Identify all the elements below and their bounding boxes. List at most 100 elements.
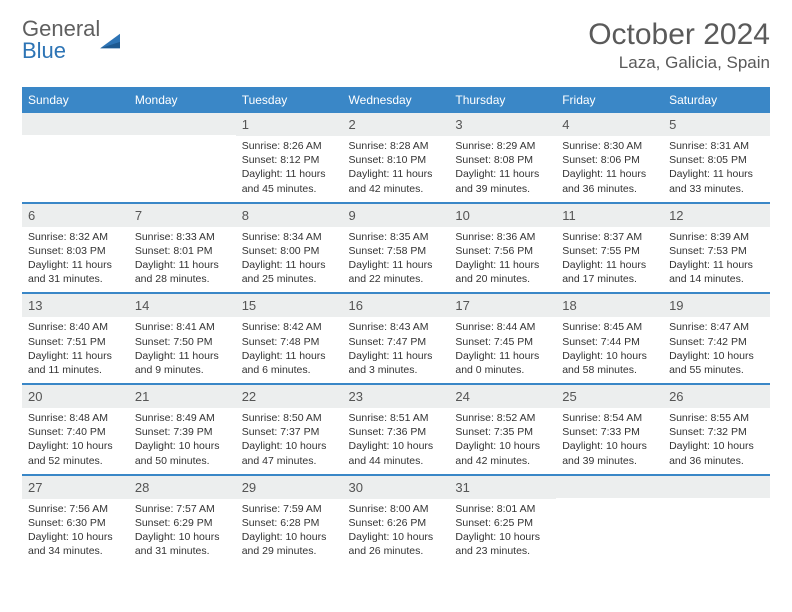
calendar-day-cell: 24Sunrise: 8:52 AMSunset: 7:35 PMDayligh… bbox=[449, 384, 556, 475]
sunset-line: Sunset: 8:01 PM bbox=[135, 244, 230, 258]
daylight-line: Daylight: 11 hours and 31 minutes. bbox=[28, 258, 123, 286]
sunrise-line: Sunrise: 8:37 AM bbox=[562, 230, 657, 244]
sunrise-line: Sunrise: 8:01 AM bbox=[455, 502, 550, 516]
sunrise-line: Sunrise: 8:42 AM bbox=[242, 320, 337, 334]
calendar-day-cell: 7Sunrise: 8:33 AMSunset: 8:01 PMDaylight… bbox=[129, 203, 236, 294]
sunset-line: Sunset: 6:26 PM bbox=[349, 516, 444, 530]
calendar-day-cell: 11Sunrise: 8:37 AMSunset: 7:55 PMDayligh… bbox=[556, 203, 663, 294]
logo-triangle-icon bbox=[100, 32, 122, 50]
sunset-line: Sunset: 7:42 PM bbox=[669, 335, 764, 349]
calendar-day-cell: 9Sunrise: 8:35 AMSunset: 7:58 PMDaylight… bbox=[343, 203, 450, 294]
daylight-line: Daylight: 11 hours and 14 minutes. bbox=[669, 258, 764, 286]
sunrise-line: Sunrise: 8:49 AM bbox=[135, 411, 230, 425]
day-body: Sunrise: 8:31 AMSunset: 8:05 PMDaylight:… bbox=[663, 136, 770, 202]
daylight-line: Daylight: 10 hours and 50 minutes. bbox=[135, 439, 230, 467]
calendar-body: 1 Sunrise: 8:26 AMSunset: 8:12 PMDaylight… bbox=[22, 113, 770, 564]
daynum-wrap: 14 bbox=[129, 294, 236, 317]
day-number: 6 bbox=[28, 208, 35, 223]
page-header: General Blue October 2024 Laza, Galicia,… bbox=[22, 18, 770, 73]
sunrise-line: Sunrise: 8:29 AM bbox=[455, 139, 550, 153]
daynum-wrap: 22 bbox=[236, 385, 343, 408]
daylight-line: Daylight: 10 hours and 23 minutes. bbox=[455, 530, 550, 558]
daylight-line: Daylight: 11 hours and 11 minutes. bbox=[28, 349, 123, 377]
daylight-line: Daylight: 10 hours and 26 minutes. bbox=[349, 530, 444, 558]
sunrise-line: Sunrise: 8:28 AM bbox=[349, 139, 444, 153]
day-number: 29 bbox=[242, 480, 256, 495]
logo-word1: General Blue bbox=[22, 18, 100, 62]
sunrise-line: Sunrise: 8:32 AM bbox=[28, 230, 123, 244]
daynum-wrap: 19 bbox=[663, 294, 770, 317]
day-number: 16 bbox=[349, 298, 363, 313]
daylight-line: Daylight: 11 hours and 3 minutes. bbox=[349, 349, 444, 377]
sunrise-line: Sunrise: 8:33 AM bbox=[135, 230, 230, 244]
calendar-week-row: 13Sunrise: 8:40 AMSunset: 7:51 PMDayligh… bbox=[22, 293, 770, 384]
daylight-line: Daylight: 10 hours and 42 minutes. bbox=[455, 439, 550, 467]
day-number: 21 bbox=[135, 389, 149, 404]
sunset-line: Sunset: 6:29 PM bbox=[135, 516, 230, 530]
daynum-wrap: 31 bbox=[449, 476, 556, 499]
sunset-line: Sunset: 7:56 PM bbox=[455, 244, 550, 258]
calendar-day-cell: 4Sunrise: 8:30 AMSunset: 8:06 PMDaylight… bbox=[556, 113, 663, 203]
daylight-line: Daylight: 11 hours and 6 minutes. bbox=[242, 349, 337, 377]
sunrise-line: Sunrise: 8:39 AM bbox=[669, 230, 764, 244]
calendar-day-cell: 21Sunrise: 8:49 AMSunset: 7:39 PMDayligh… bbox=[129, 384, 236, 475]
daynum-wrap: 7 bbox=[129, 204, 236, 227]
sunrise-line: Sunrise: 8:34 AM bbox=[242, 230, 337, 244]
sunrise-line: Sunrise: 7:59 AM bbox=[242, 502, 337, 516]
day-body: Sunrise: 8:41 AMSunset: 7:50 PMDaylight:… bbox=[129, 317, 236, 383]
day-body: Sunrise: 8:55 AMSunset: 7:32 PMDaylight:… bbox=[663, 408, 770, 474]
daynum-wrap: 11 bbox=[556, 204, 663, 227]
sunrise-line: Sunrise: 8:35 AM bbox=[349, 230, 444, 244]
daynum-wrap: 20 bbox=[22, 385, 129, 408]
calendar-day-cell: 20Sunrise: 8:48 AMSunset: 7:40 PMDayligh… bbox=[22, 384, 129, 475]
calendar-week-row: 1 Sunrise: 8:26 AMSunset: 8:12 PMDaylight… bbox=[22, 113, 770, 203]
day-body: Sunrise: 8:34 AMSunset: 8:00 PMDaylight:… bbox=[236, 227, 343, 293]
day-number: 31 bbox=[455, 480, 469, 495]
daynum-wrap: 13 bbox=[22, 294, 129, 317]
calendar-day-cell: 22Sunrise: 8:50 AMSunset: 7:37 PMDayligh… bbox=[236, 384, 343, 475]
day-number: 24 bbox=[455, 389, 469, 404]
sunset-line: Sunset: 8:10 PM bbox=[349, 153, 444, 167]
daylight-line: Daylight: 10 hours and 31 minutes. bbox=[135, 530, 230, 558]
day-number: 28 bbox=[135, 480, 149, 495]
daynum-wrap: 27 bbox=[22, 476, 129, 499]
logo-text-2: Blue bbox=[22, 38, 66, 63]
sunrise-line: Sunrise: 8:45 AM bbox=[562, 320, 657, 334]
day-number: 1 bbox=[242, 117, 249, 132]
daynum-wrap: 3 bbox=[449, 113, 556, 136]
page-title: October 2024 bbox=[588, 18, 770, 51]
day-body: Sunrise: 8:47 AMSunset: 7:42 PMDaylight:… bbox=[663, 317, 770, 383]
day-number: 13 bbox=[28, 298, 42, 313]
day-number: 20 bbox=[28, 389, 42, 404]
daynum-wrap: 15 bbox=[236, 294, 343, 317]
sunset-line: Sunset: 6:30 PM bbox=[28, 516, 123, 530]
sunset-line: Sunset: 7:40 PM bbox=[28, 425, 123, 439]
day-body: Sunrise: 8:50 AMSunset: 7:37 PMDaylight:… bbox=[236, 408, 343, 474]
calendar-day-cell: 3Sunrise: 8:29 AMSunset: 8:08 PMDaylight… bbox=[449, 113, 556, 203]
day-number: 2 bbox=[349, 117, 356, 132]
calendar-day-cell: 18Sunrise: 8:45 AMSunset: 7:44 PMDayligh… bbox=[556, 293, 663, 384]
calendar-empty-cell bbox=[129, 113, 236, 203]
sunrise-line: Sunrise: 8:41 AM bbox=[135, 320, 230, 334]
day-body: Sunrise: 8:26 AMSunset: 8:12 PMDaylight:… bbox=[236, 136, 343, 202]
day-body: Sunrise: 7:57 AMSunset: 6:29 PMDaylight:… bbox=[129, 499, 236, 565]
daylight-line: Daylight: 10 hours and 29 minutes. bbox=[242, 530, 337, 558]
day-number: 8 bbox=[242, 208, 249, 223]
sunset-line: Sunset: 6:25 PM bbox=[455, 516, 550, 530]
daynum-wrap: 4 bbox=[556, 113, 663, 136]
daynum-wrap: 12 bbox=[663, 204, 770, 227]
daynum-wrap: 17 bbox=[449, 294, 556, 317]
daylight-line: Daylight: 11 hours and 39 minutes. bbox=[455, 167, 550, 195]
daynum-wrap: 8 bbox=[236, 204, 343, 227]
daynum-wrap: 16 bbox=[343, 294, 450, 317]
daylight-line: Daylight: 11 hours and 20 minutes. bbox=[455, 258, 550, 286]
day-number: 27 bbox=[28, 480, 42, 495]
day-body: Sunrise: 8:44 AMSunset: 7:45 PMDaylight:… bbox=[449, 317, 556, 383]
day-number: 17 bbox=[455, 298, 469, 313]
day-body: Sunrise: 8:39 AMSunset: 7:53 PMDaylight:… bbox=[663, 227, 770, 293]
calendar-table: SundayMondayTuesdayWednesdayThursdayFrid… bbox=[22, 87, 770, 564]
daylight-line: Daylight: 10 hours and 34 minutes. bbox=[28, 530, 123, 558]
daylight-line: Daylight: 11 hours and 25 minutes. bbox=[242, 258, 337, 286]
daynum-wrap: 9 bbox=[343, 204, 450, 227]
calendar-week-row: 6Sunrise: 8:32 AMSunset: 8:03 PMDaylight… bbox=[22, 203, 770, 294]
